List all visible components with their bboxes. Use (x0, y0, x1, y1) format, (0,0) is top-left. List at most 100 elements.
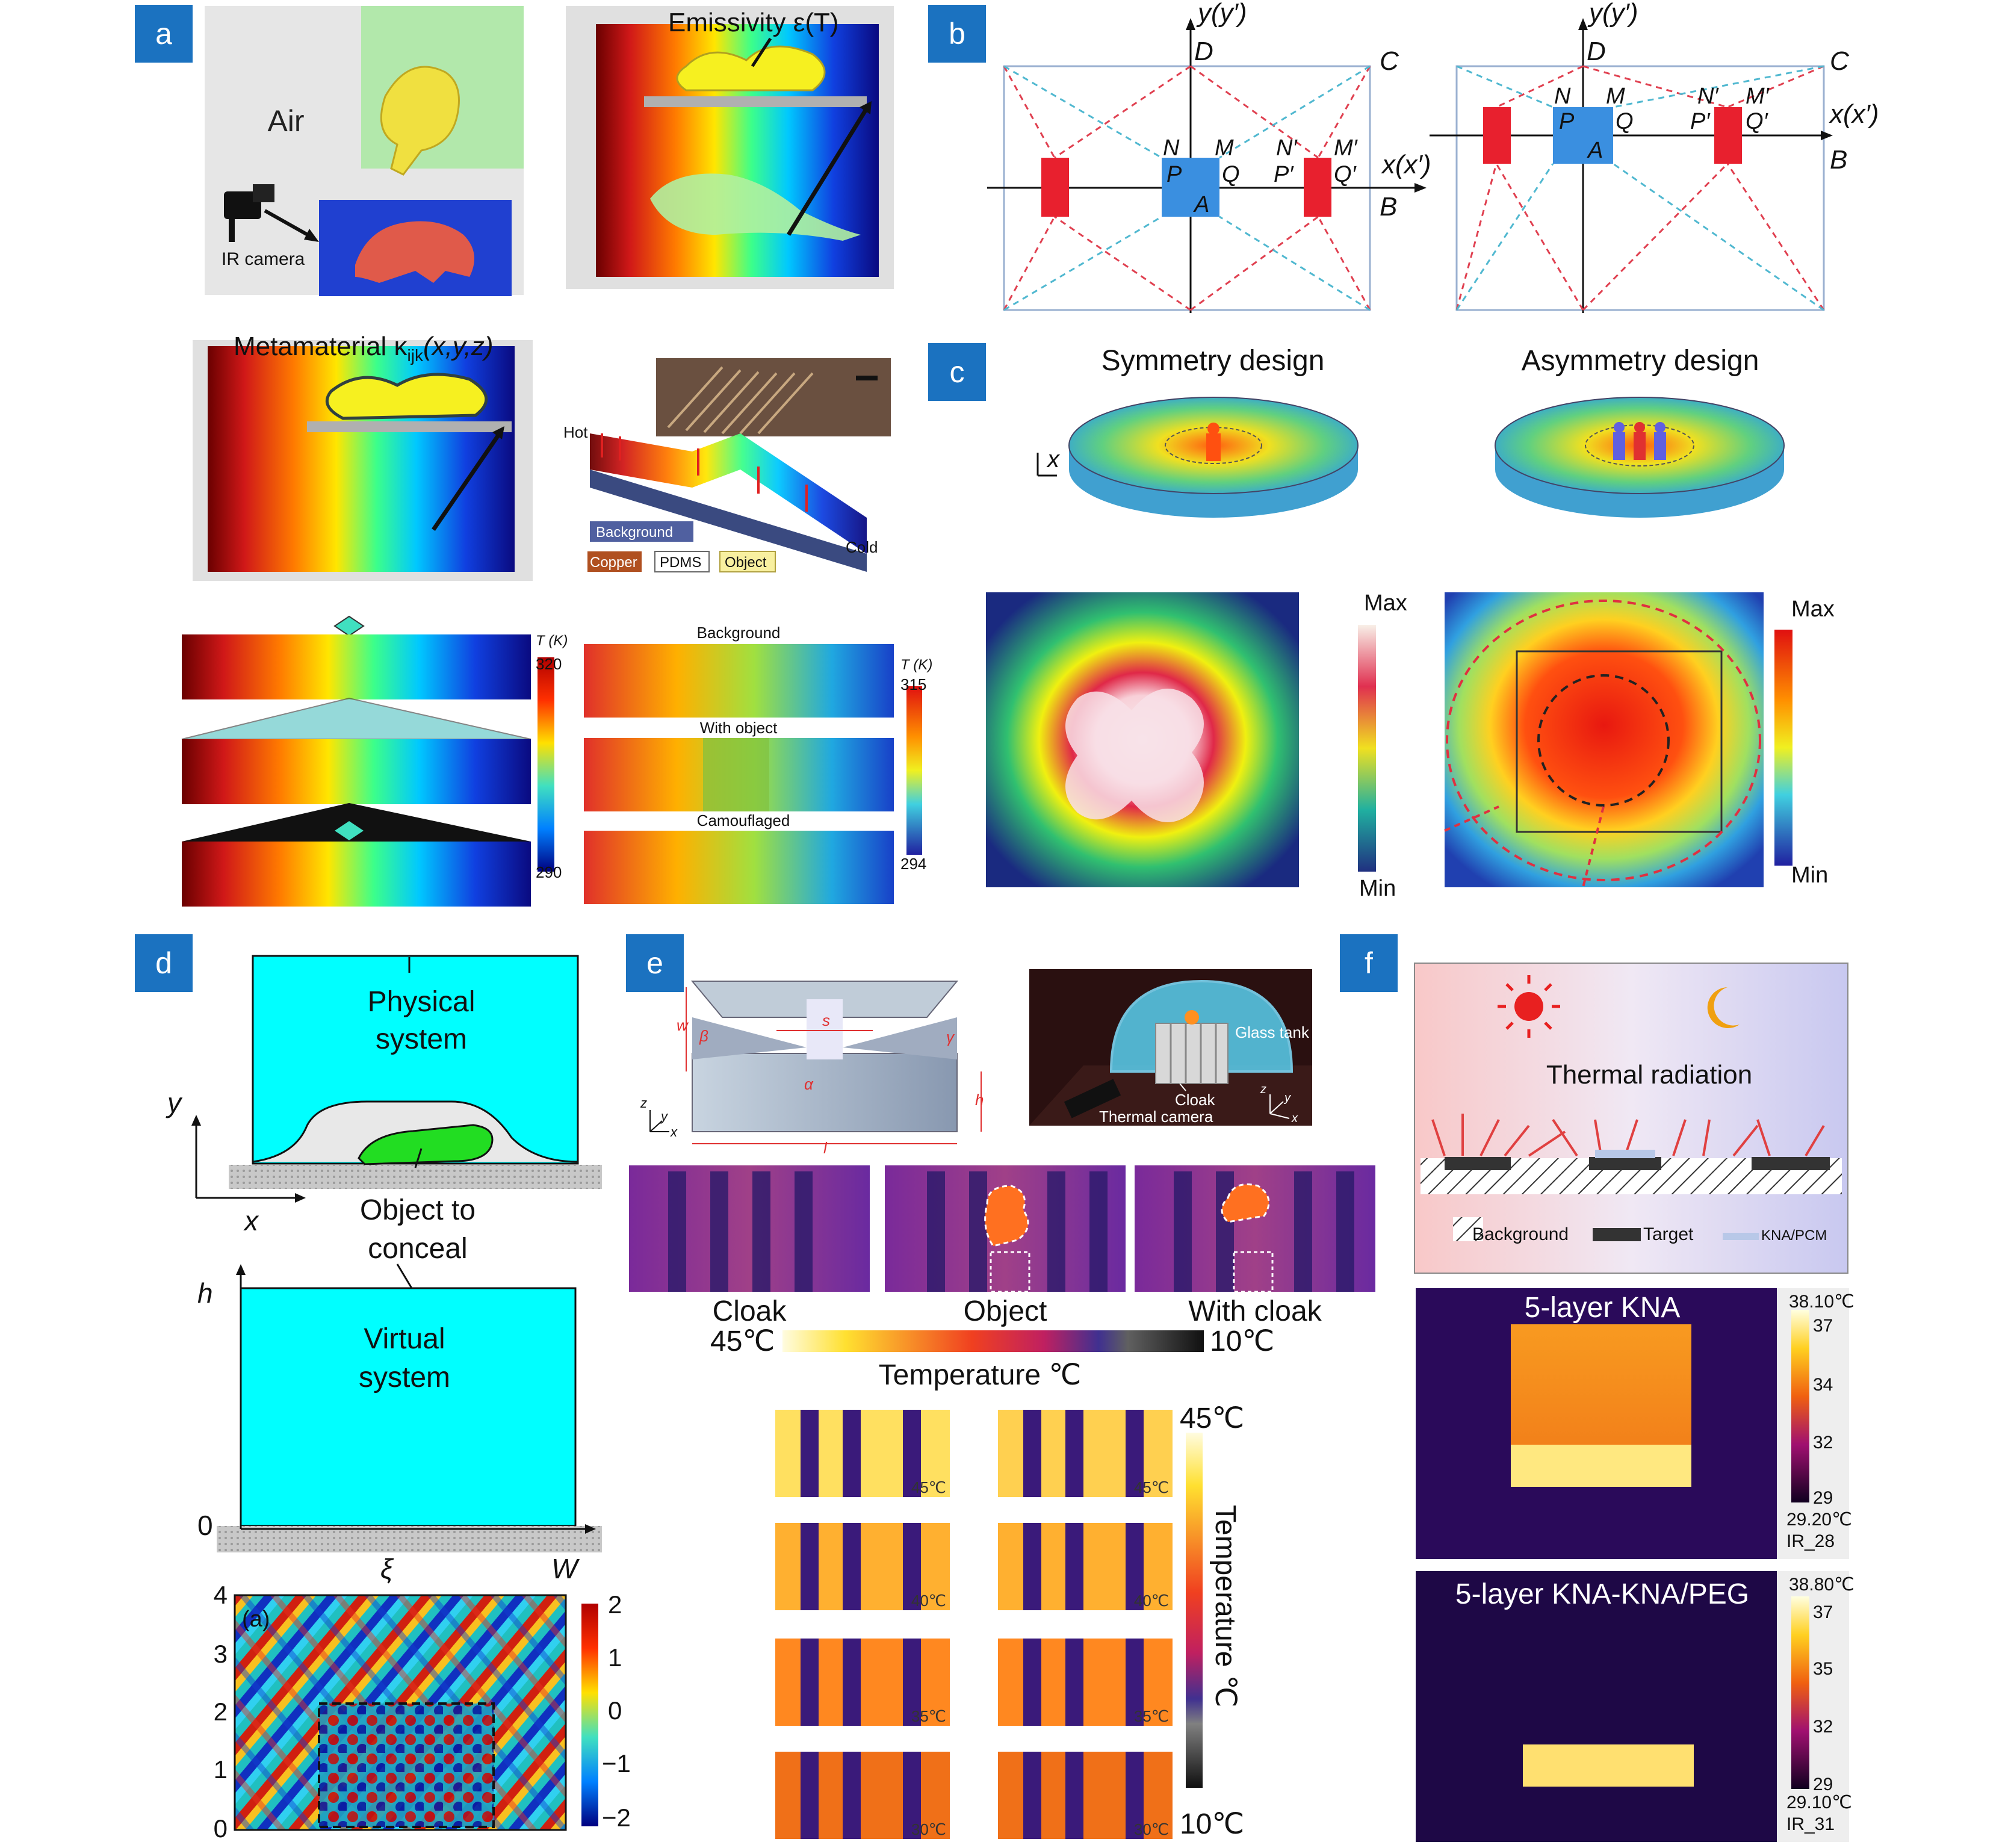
a-colorbar-left (538, 657, 554, 872)
f-target-1 (1445, 1157, 1511, 1170)
e-dome-setup: Glass tank Cloak Thermal camera z y x (1029, 969, 1312, 1126)
f-img2-tick-35: 35 (1813, 1659, 1833, 1679)
b-left-blue-block (1162, 158, 1219, 217)
f-target-2 (1589, 1157, 1661, 1170)
e-caption-object: Object (964, 1295, 1047, 1327)
e-param-gamma: γ (946, 1028, 955, 1046)
e-vbar-max: 45℃ (1180, 1403, 1244, 1434)
f-kna-layer (1595, 1150, 1655, 1158)
c-sym-min: Min (1359, 876, 1396, 901)
b-left-pt-M2: M′ (1334, 135, 1359, 161)
e-grid-r2-temp: 40℃ (1134, 1592, 1169, 1610)
ir-camera-arrow (264, 209, 314, 240)
b-right-pt-B: B (1830, 145, 1847, 175)
e-grid-r1-temp: 45℃ (1134, 1478, 1169, 1496)
e-param-s: s (822, 1011, 830, 1029)
f-img2-tick-32: 32 (1813, 1717, 1833, 1737)
strip-background (584, 644, 894, 718)
b-left-pt-C: C (1380, 46, 1399, 76)
e-glass-tank: Glass tank (1235, 1023, 1310, 1041)
a-t-min-left: 290 (536, 863, 562, 881)
a3-object (325, 373, 488, 420)
chameleon-figure (380, 66, 460, 176)
f-ir-image-2 (1416, 1571, 1777, 1842)
e-param-beta: β (699, 1027, 708, 1045)
e-temp-label: Temperature ℃ (879, 1359, 1082, 1391)
panel-b: y(y′) x(x′) D C B N M P Q A N′ M′ P′ Q′ (987, 0, 1879, 313)
f-img1-tick-37: 37 (1813, 1316, 1833, 1336)
e-param-alpha: α (804, 1075, 814, 1093)
strip-camouflaged (584, 831, 894, 904)
e-prism-axis-z: z (640, 1096, 647, 1111)
c-asym-title: Asymmetry design (1522, 345, 1759, 377)
panel-f: Thermal radiation Background Target KNA/… (1414, 963, 1854, 1842)
a-t-label-right: T (K) (900, 657, 932, 673)
f-legend-target: Target (1643, 1224, 1694, 1244)
panel-label-a: a (155, 17, 172, 51)
a2-chameleon-shadow (650, 173, 861, 241)
b-right-pt-M: M (1606, 84, 1625, 109)
panel-e: w β s γ α h l z y x Glass tank Cloak The… (629, 969, 1375, 1840)
b-left-red-block-1 (1041, 158, 1069, 217)
e-temp-scale (782, 1330, 1204, 1352)
d-object-line1: Object to (360, 1194, 476, 1226)
f-target-3 (1752, 1157, 1830, 1170)
e-prism-axis-x: x (670, 1124, 678, 1139)
b-right-blue-block (1553, 107, 1613, 164)
b-right-pt-N2: N′ (1697, 84, 1719, 109)
f-legend-background: Background (1472, 1224, 1569, 1244)
f-img1-tick-29: 29 (1813, 1488, 1833, 1508)
panel-label-d-box (135, 934, 193, 992)
d-h-label: h (197, 1277, 213, 1309)
f-img1-id: IR_28 (1786, 1531, 1835, 1551)
panel-label-e-box (626, 934, 684, 992)
a-strips: Background With object Camouflaged T (K)… (584, 624, 932, 904)
bar-3 (182, 842, 531, 907)
f-img1-title: 5-layer KNA (1525, 1292, 1681, 1324)
a-t-min-right: 294 (900, 855, 926, 873)
b-right-pt-Q: Q (1616, 109, 1634, 134)
e-param-w: w (677, 1016, 689, 1034)
device-body (590, 433, 867, 554)
f-legend-background-swatch (1453, 1217, 1483, 1241)
a2-plate (644, 96, 867, 107)
legend-pdms-swatch (654, 551, 710, 572)
e-prism-axis-y: y (660, 1109, 669, 1124)
d-object (358, 1124, 494, 1165)
b-right-pt-Q2: Q′ (1746, 109, 1769, 134)
ir-chameleon (355, 221, 474, 283)
d-axis-x: x (243, 1205, 259, 1236)
c-sym-colorbar (1358, 625, 1376, 872)
a-emissivity-label: Emissivity ε(T) (668, 8, 839, 37)
e-grid-r3-temp: 35℃ (1134, 1707, 1169, 1725)
c-sym-title: Symmetry design (1102, 345, 1325, 377)
a-t-max-right: 315 (900, 675, 926, 693)
a-legend-object: Object (725, 554, 767, 571)
d-ytick-0: 0 (214, 1814, 228, 1843)
b-left-pt-P2: P′ (1274, 162, 1294, 187)
f-img1-min: 29.20℃ (1786, 1510, 1852, 1530)
d-object-line2: conceal (368, 1233, 467, 1265)
a-device: Hot Cold Background Copper PDMS Object (563, 358, 891, 572)
d-inset-label: (a) (242, 1607, 270, 1632)
d-ytick-3: 3 (214, 1640, 228, 1668)
a-legend-background: Background (596, 524, 673, 541)
b-left-x-axis: x(x′) (1381, 150, 1431, 179)
e-grid-l3-temp: 35℃ (911, 1707, 946, 1725)
moon-icon (1707, 987, 1740, 1028)
b-right-diagram: y(y′) x(x′) D C B N M P Q A N′ M′ P′ Q′ (1430, 0, 1879, 313)
d-cbar-2: 2 (608, 1590, 622, 1619)
a-legend-copper: Copper (590, 554, 637, 571)
b-right-pt-A: A (1587, 138, 1603, 163)
e-vbar-label: Temperature ℃ (1209, 1505, 1241, 1708)
c-asym-min: Min (1791, 863, 1828, 888)
d-virtual-system (240, 1287, 577, 1527)
a-chameleon-scene: Air IR camera (205, 6, 524, 296)
e-thermal-row: Cloak Object With cloak (629, 1165, 1375, 1327)
sun-icon (1498, 975, 1560, 1038)
b-left-pt-N: N (1163, 135, 1180, 161)
f-img1-tick-32: 32 (1813, 1433, 1833, 1453)
d-zero-label: 0 (197, 1510, 213, 1541)
b-right-x-axis: x(x′) (1829, 99, 1879, 129)
